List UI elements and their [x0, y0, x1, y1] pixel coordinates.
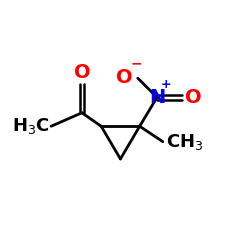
Text: CH$_3$: CH$_3$: [166, 132, 203, 152]
Text: N: N: [149, 88, 165, 107]
Text: O: O: [116, 68, 133, 87]
Text: H$_3$C: H$_3$C: [12, 116, 50, 136]
Text: −: −: [131, 56, 142, 70]
Text: O: O: [185, 88, 202, 107]
Text: O: O: [74, 63, 90, 82]
Text: +: +: [160, 78, 171, 91]
